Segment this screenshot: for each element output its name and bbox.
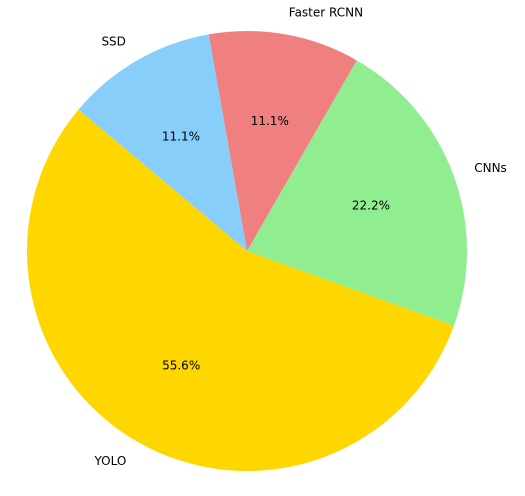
pct-label-cnns: 22.2% [352,199,390,213]
slice-label-cnns: CNNs [474,161,507,175]
pie-slice-cnns [247,60,467,326]
pie-slice-faster-rcnn [208,31,357,251]
pct-label-ssd: 11.1% [162,130,200,144]
pie-slice-ssd [78,34,247,252]
pie-labels: YOLO 55.6% CNNs 22.2% Faster RCNN 11.1% SSD 11.… [93,6,506,468]
slice-label-ssd: SSD [101,34,125,48]
pct-label-faster-rcnn: 11.1% [251,114,289,128]
slice-label-faster-rcnn: Faster RCNN [289,6,363,20]
pie-slice-yolo [26,109,454,472]
pie-slices [26,31,467,472]
slice-label-yolo: YOLO [93,454,126,468]
pct-label-yolo: 55.6% [162,358,200,372]
